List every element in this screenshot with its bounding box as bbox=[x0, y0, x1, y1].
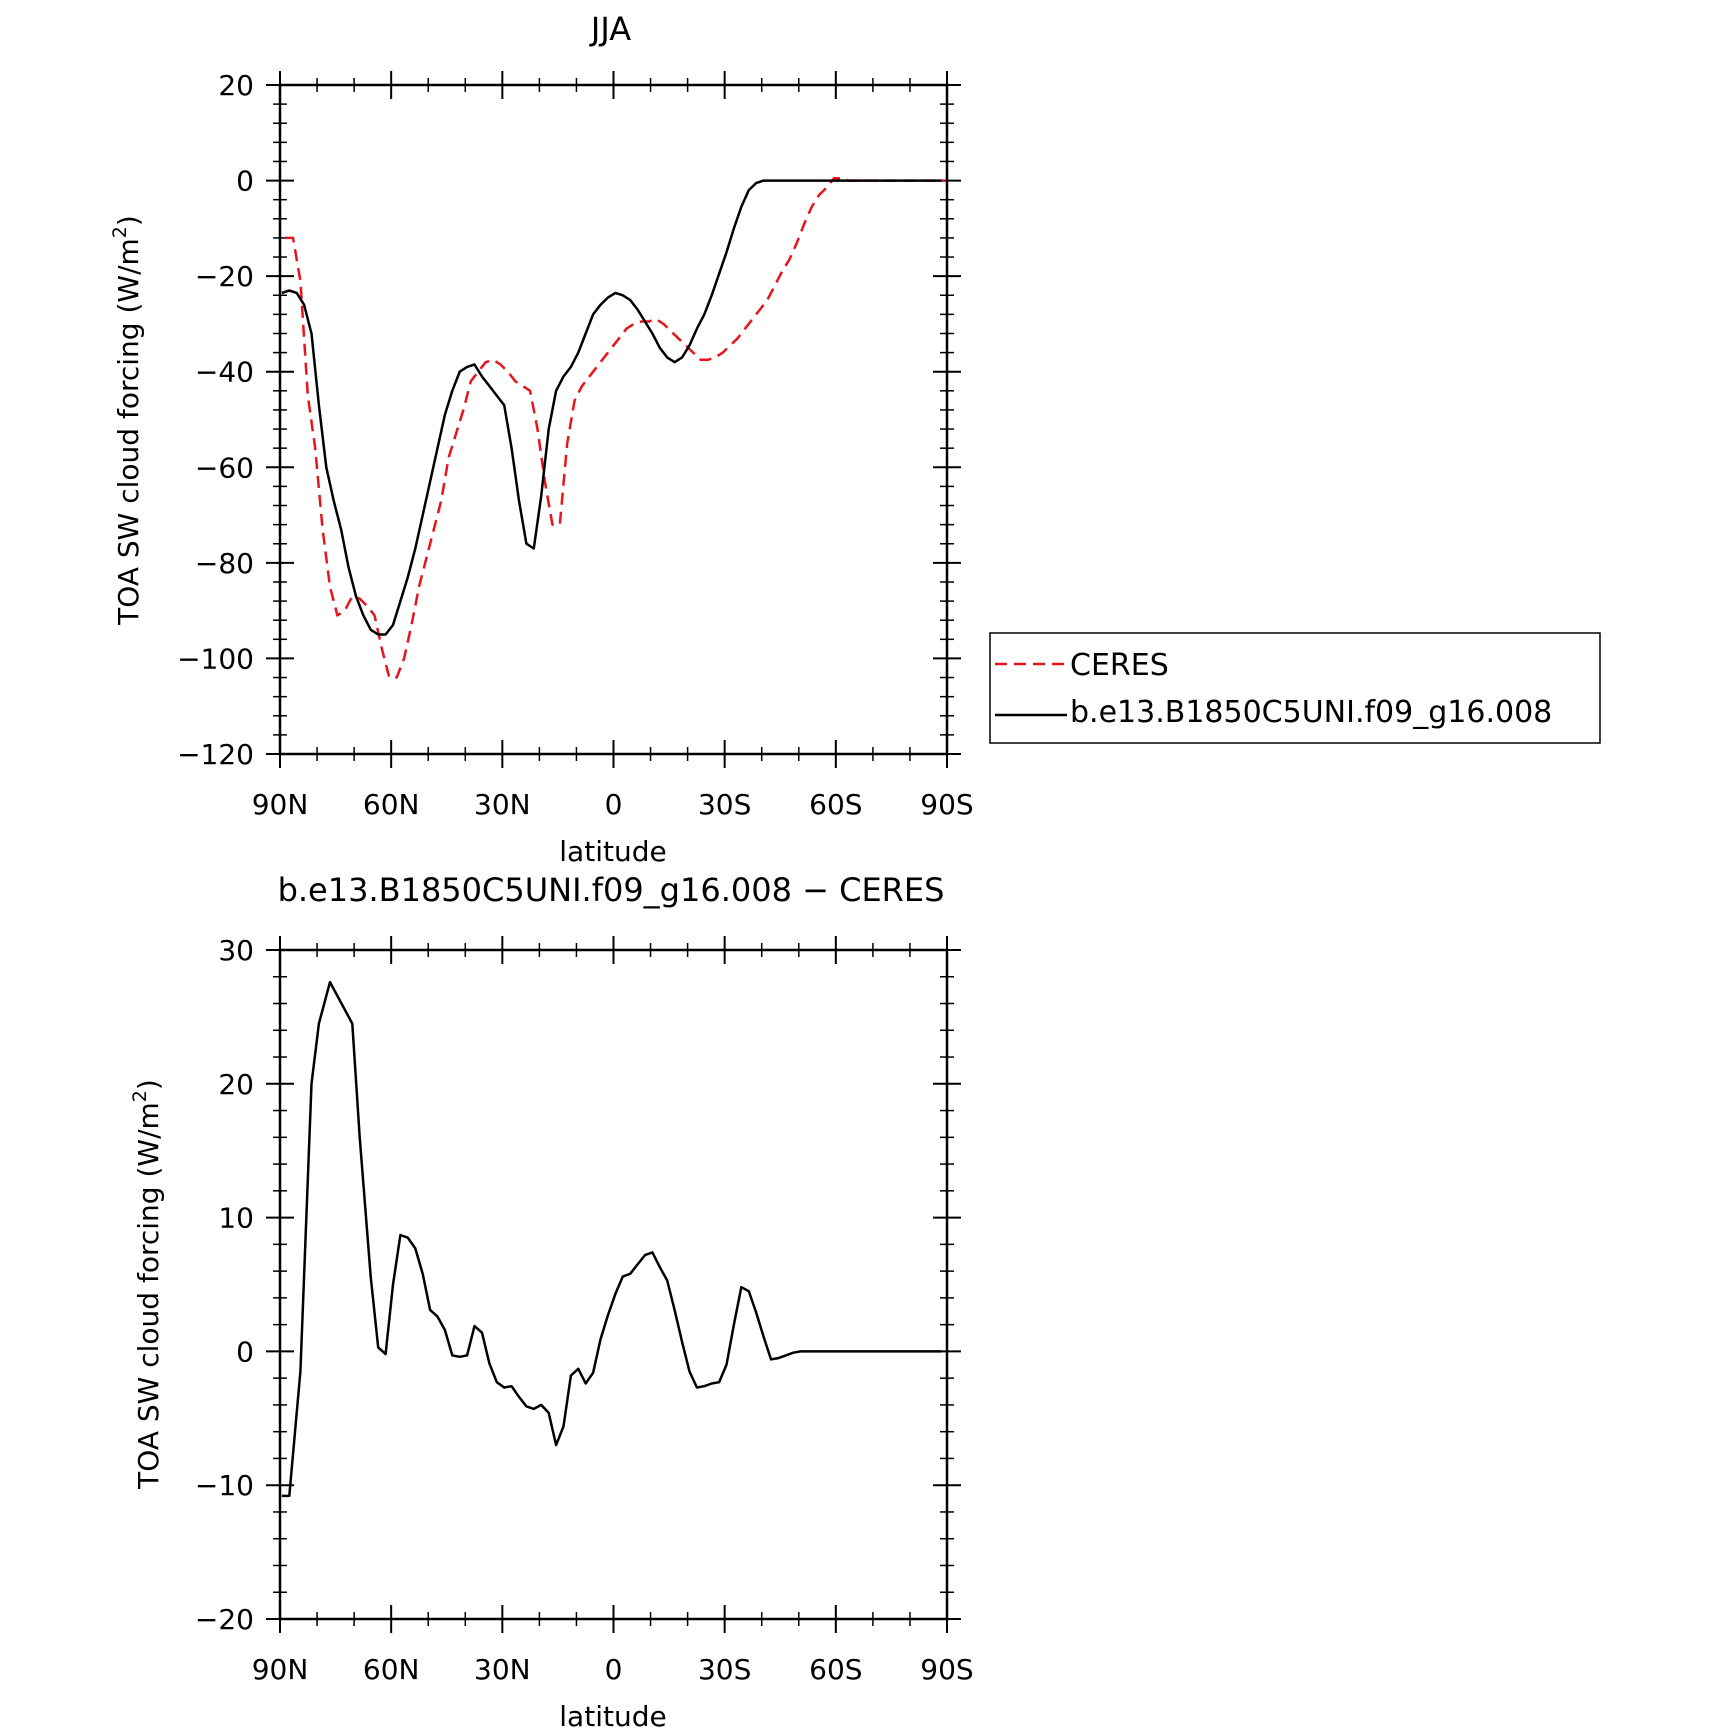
bottom-series-lines bbox=[281, 980, 942, 1498]
y-tick-label: −80 bbox=[195, 547, 254, 580]
x-tick-label: 90N bbox=[252, 1653, 309, 1686]
bottom-plot-frame bbox=[278, 948, 949, 1621]
y-tick-label: 20 bbox=[218, 1068, 254, 1101]
y-tick-label: −100 bbox=[177, 642, 254, 675]
top-x-axis-label: latitude bbox=[559, 835, 666, 868]
legend-label-ceres: CERES bbox=[1070, 648, 1169, 683]
top-y-axis-label: TOA SW cloud forcing (W/m2) bbox=[109, 215, 145, 626]
x-tick-label: 30S bbox=[698, 1653, 751, 1686]
y-tick-label: −120 bbox=[177, 738, 254, 771]
x-tick-label: 30N bbox=[474, 1653, 531, 1686]
top-chart-jja: JJA −120 −100 −80 −60 −40 −20 0 20 90N 60N 30N 0 30… bbox=[109, 10, 1601, 868]
legend-label-model: b.e13.B1850C5UNI.f09_g16.008 bbox=[1070, 695, 1552, 730]
bottom-chart-title: b.e13.B1850C5UNI.f09_g16.008 − CERES bbox=[278, 871, 945, 909]
y-tick-label: 30 bbox=[218, 934, 254, 967]
legend-box bbox=[989, 632, 1601, 744]
x-tick-label: 60S bbox=[809, 1653, 862, 1686]
x-tick-label: 60S bbox=[809, 788, 862, 821]
x-tick-label: 90N bbox=[252, 788, 309, 821]
y-tick-label: −20 bbox=[195, 260, 254, 293]
top-chart-title: JJA bbox=[589, 10, 631, 48]
x-tick-label: 0 bbox=[605, 1653, 623, 1686]
y-tick-label: −40 bbox=[195, 356, 254, 389]
top-x-tick-labels: 90N 60N 30N 0 30S 60S 90S bbox=[252, 788, 974, 821]
y-tick-label: 20 bbox=[218, 69, 254, 102]
x-tick-label: 90S bbox=[920, 788, 973, 821]
top-legend: CERES b.e13.B1850C5UNI.f09_g16.008 bbox=[989, 632, 1601, 744]
series-line-ceres bbox=[285, 176, 946, 679]
y-tick-label: 10 bbox=[218, 1202, 254, 1235]
series-line-b-e13-b1850c5uni-f09-g16-008 bbox=[281, 179, 942, 636]
bottom-axis-ticks bbox=[266, 936, 961, 1633]
y-tick-label: 0 bbox=[236, 1335, 254, 1368]
top-plot-frame bbox=[278, 83, 949, 756]
y-tick-label: −60 bbox=[195, 451, 254, 484]
top-y-tick-labels: −120 −100 −80 −60 −40 −20 0 20 bbox=[177, 69, 254, 771]
top-axis-ticks bbox=[266, 71, 961, 768]
x-tick-label: 90S bbox=[920, 1653, 973, 1686]
bottom-chart-difference: b.e13.B1850C5UNI.f09_g16.008 − CERES −20… bbox=[129, 871, 974, 1733]
y-tick-label: 0 bbox=[236, 165, 254, 198]
top-series-lines bbox=[281, 176, 946, 679]
y-tick-label: −10 bbox=[195, 1469, 254, 1502]
y-tick-label: −20 bbox=[195, 1603, 254, 1636]
bottom-x-axis-label: latitude bbox=[559, 1700, 666, 1733]
x-tick-label: 30S bbox=[698, 788, 751, 821]
x-tick-label: 30N bbox=[474, 788, 531, 821]
bottom-y-axis-label: TOA SW cloud forcing (W/m2) bbox=[129, 1079, 165, 1490]
bottom-y-tick-labels: −20 −10 0 10 20 30 bbox=[195, 934, 254, 1636]
x-tick-label: 0 bbox=[605, 788, 623, 821]
bottom-x-tick-labels: 90N 60N 30N 0 30S 60S 90S bbox=[252, 1653, 974, 1686]
x-tick-label: 60N bbox=[363, 788, 420, 821]
x-tick-label: 60N bbox=[363, 1653, 420, 1686]
difference-series-line bbox=[281, 980, 942, 1498]
